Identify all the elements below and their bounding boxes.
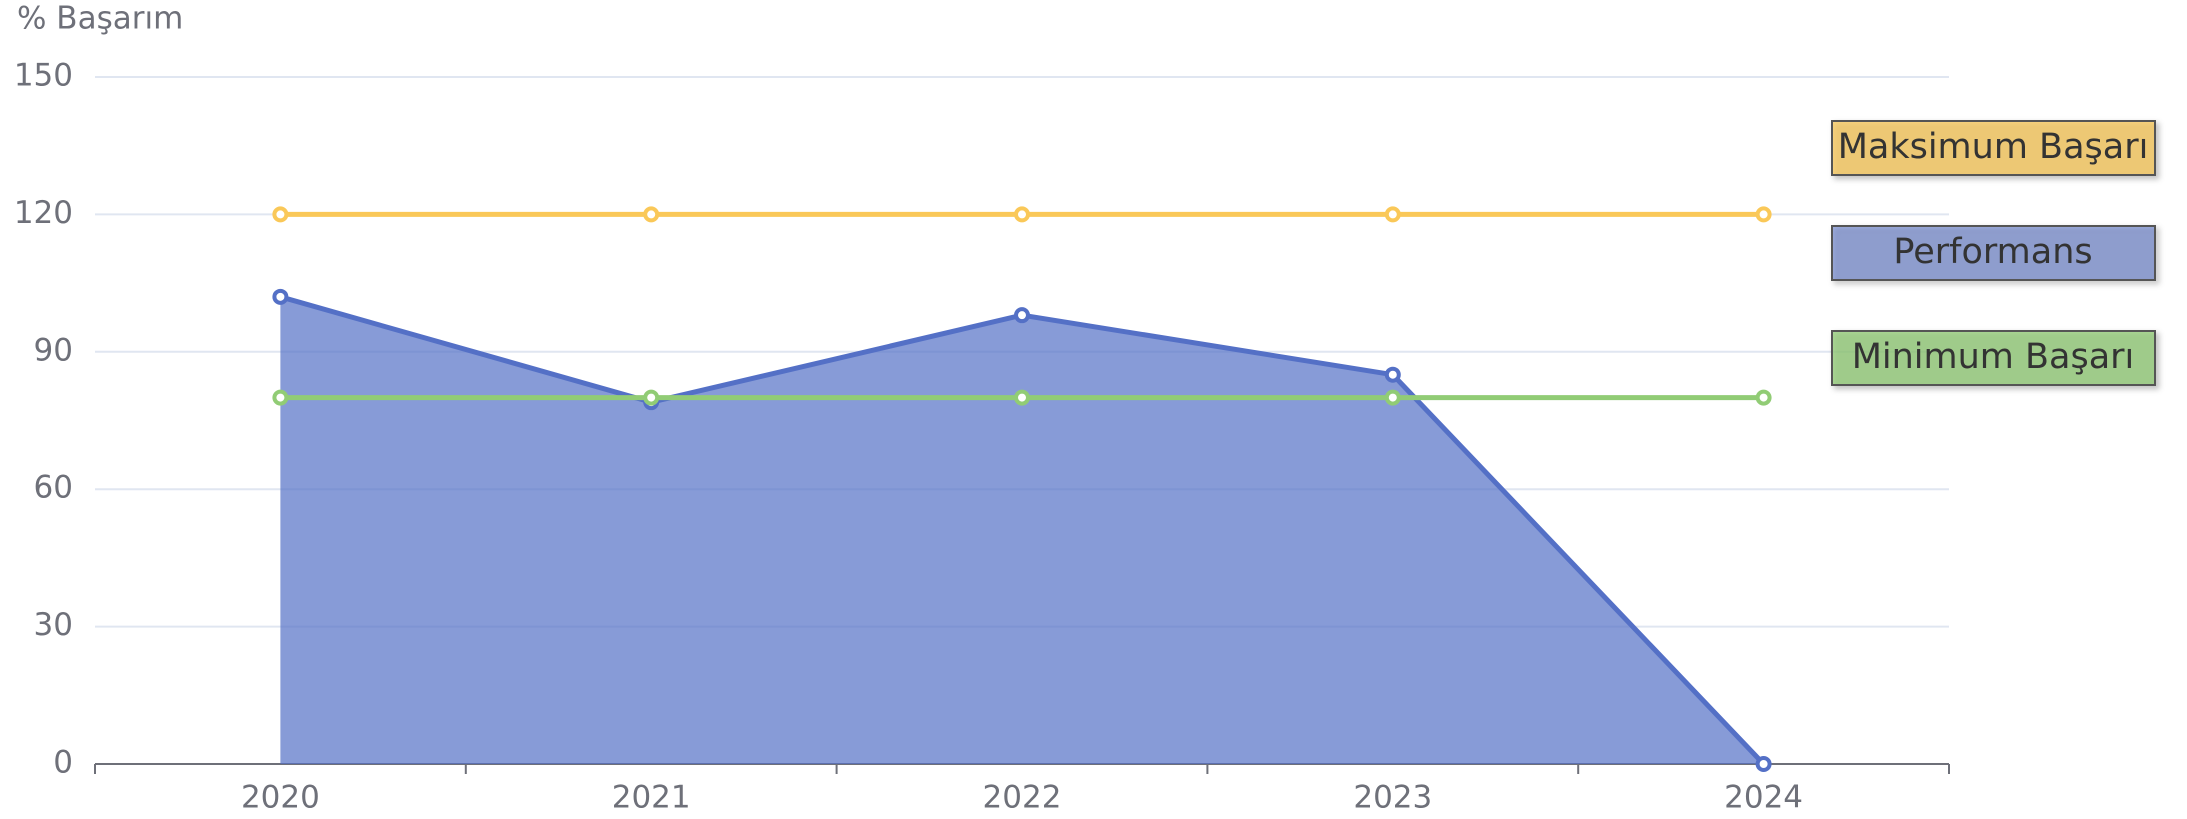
legend-box — [1831, 225, 2156, 281]
point — [272, 206, 289, 223]
legend-label: Minimum Başarı — [1852, 337, 2135, 377]
point — [1755, 389, 1772, 406]
x-tick-label: 2024 — [1724, 780, 1803, 816]
y-tick-label: 0 — [53, 745, 73, 781]
x-tick-label: 2022 — [983, 780, 1062, 816]
point — [1384, 366, 1401, 383]
y-tick-label: 90 — [34, 332, 73, 368]
point — [1014, 206, 1030, 223]
y-axis-label: % Başarım — [17, 1, 183, 37]
point — [272, 288, 289, 305]
y-tick-label: 30 — [34, 607, 73, 643]
legend-box — [1831, 120, 2156, 176]
legend-label: Performans — [1893, 232, 2092, 272]
legend-box — [1831, 330, 2156, 386]
y-tick-label: 120 — [14, 195, 73, 231]
point — [1755, 756, 1772, 772]
y-tick-label: 150 — [14, 58, 73, 94]
point — [643, 389, 660, 406]
point — [1014, 389, 1030, 406]
x-tick-label: 2020 — [241, 780, 320, 816]
point — [1014, 307, 1030, 324]
point — [272, 389, 289, 406]
x-tick-label: 2021 — [612, 780, 691, 816]
point — [643, 206, 660, 223]
y-tick-label: 60 — [34, 470, 73, 506]
point — [1755, 206, 1772, 223]
x-tick-label: 2023 — [1353, 780, 1432, 816]
point — [1384, 206, 1401, 223]
legend-label: Maksimum Başarı — [1838, 127, 2149, 167]
point — [1384, 389, 1401, 406]
area — [280, 296, 1764, 764]
